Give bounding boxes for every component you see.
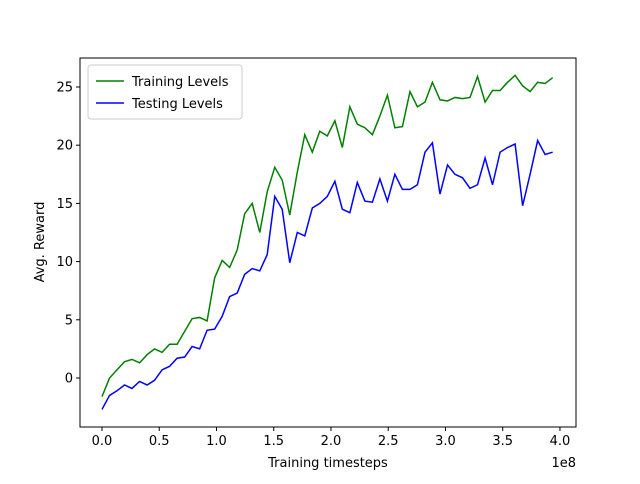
legend-box	[87, 64, 243, 120]
x-offset-label: 1e8	[551, 456, 576, 471]
y-tick-label: 0	[65, 371, 73, 386]
x-tick-label: 3.5	[492, 434, 513, 449]
x-axis-label: Training timesteps	[267, 456, 388, 471]
series-line	[101, 74, 554, 397]
y-tick-label: 10	[56, 255, 73, 270]
x-tick-label: 2.5	[378, 434, 399, 449]
x-tick-label: 0.5	[149, 434, 170, 449]
x-tick-label: 4.0	[550, 434, 571, 449]
x-tick-label: 3.0	[435, 434, 456, 449]
x-tick-label: 2.0	[321, 434, 342, 449]
x-tick-label: 0.0	[92, 434, 113, 449]
y-tick-label: 15	[56, 197, 73, 212]
x-tick-label: 1.0	[206, 434, 227, 449]
series-line	[101, 138, 553, 410]
x-tick-label: 1.5	[263, 434, 284, 449]
y-tick-label: 25	[56, 80, 73, 95]
y-axis-label: Avg. Reward	[33, 202, 48, 283]
axes-frame	[79, 57, 577, 428]
legend-label: Testing Levels	[131, 97, 223, 112]
y-tick-label: 5	[65, 313, 73, 328]
legend-label: Training Levels	[131, 75, 229, 90]
y-tick-label: 20	[56, 139, 73, 154]
